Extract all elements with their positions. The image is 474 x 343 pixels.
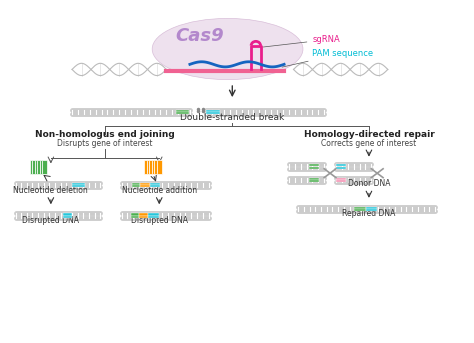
FancyBboxPatch shape: [309, 178, 319, 180]
FancyBboxPatch shape: [131, 213, 139, 215]
FancyBboxPatch shape: [206, 112, 219, 114]
FancyBboxPatch shape: [150, 183, 160, 185]
Text: Nucleotide deletion: Nucleotide deletion: [13, 186, 88, 194]
Text: Corrects gene of interest: Corrects gene of interest: [321, 139, 417, 148]
FancyBboxPatch shape: [72, 185, 85, 188]
FancyBboxPatch shape: [139, 216, 148, 218]
Text: sgRNA: sgRNA: [264, 35, 340, 47]
FancyBboxPatch shape: [148, 213, 159, 215]
FancyBboxPatch shape: [30, 159, 47, 174]
FancyBboxPatch shape: [336, 164, 346, 166]
FancyBboxPatch shape: [176, 112, 189, 114]
Text: Cas9: Cas9: [175, 26, 224, 45]
FancyBboxPatch shape: [132, 185, 140, 188]
Ellipse shape: [152, 19, 303, 80]
FancyBboxPatch shape: [63, 213, 72, 215]
FancyBboxPatch shape: [140, 185, 150, 188]
FancyBboxPatch shape: [132, 183, 140, 185]
Text: PAM sequence: PAM sequence: [282, 49, 374, 67]
Text: Donor DNA: Donor DNA: [348, 179, 390, 188]
FancyBboxPatch shape: [309, 167, 319, 169]
FancyBboxPatch shape: [139, 213, 148, 215]
FancyBboxPatch shape: [72, 183, 85, 185]
Text: Non-homologus end joining: Non-homologus end joining: [35, 130, 175, 140]
Text: Disrupted DNA: Disrupted DNA: [131, 216, 188, 225]
FancyBboxPatch shape: [206, 109, 219, 112]
Text: Repaired DNA: Repaired DNA: [342, 210, 396, 218]
Text: Nucleotide addition: Nucleotide addition: [122, 186, 197, 194]
Text: Homology-directed repair: Homology-directed repair: [303, 130, 434, 140]
Text: Disrupts gene of interest: Disrupts gene of interest: [57, 139, 153, 148]
Text: Double-stranded break: Double-stranded break: [180, 114, 284, 122]
Text: Disrupted DNA: Disrupted DNA: [22, 216, 79, 225]
FancyBboxPatch shape: [365, 206, 377, 209]
FancyBboxPatch shape: [176, 109, 189, 112]
FancyBboxPatch shape: [354, 209, 365, 211]
FancyBboxPatch shape: [309, 180, 319, 182]
FancyBboxPatch shape: [140, 183, 150, 185]
FancyBboxPatch shape: [309, 164, 319, 166]
FancyBboxPatch shape: [131, 216, 139, 218]
FancyBboxPatch shape: [148, 216, 159, 218]
FancyBboxPatch shape: [150, 185, 160, 188]
FancyBboxPatch shape: [336, 167, 346, 169]
FancyBboxPatch shape: [63, 216, 72, 218]
FancyBboxPatch shape: [354, 206, 365, 209]
FancyBboxPatch shape: [144, 159, 162, 174]
FancyBboxPatch shape: [336, 180, 346, 182]
FancyBboxPatch shape: [365, 209, 377, 211]
FancyBboxPatch shape: [336, 178, 346, 180]
